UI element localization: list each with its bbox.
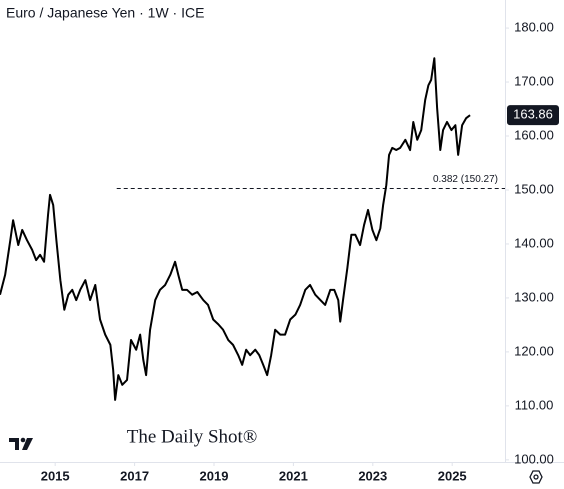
y-tick-label: 160.00: [514, 127, 554, 142]
x-tick-label: 2023: [358, 468, 387, 483]
x-tick-label: 2019: [200, 468, 229, 483]
x-tick-label: 2017: [120, 468, 149, 483]
y-tick-label: 130.00: [514, 289, 554, 304]
price-label: 163.86: [513, 107, 553, 122]
y-tick-label: 140.00: [514, 235, 554, 250]
y-tick-label: 110.00: [515, 397, 554, 412]
y-tick-label: 170.00: [514, 73, 554, 88]
chart-title: Euro / Japanese Yen · 1W · ICE: [6, 5, 204, 21]
y-tick-label: 120.00: [514, 343, 554, 358]
y-tick-label: 100.00: [514, 451, 554, 466]
price-label-box: [507, 105, 559, 126]
level-label: 0.382 (150.27): [433, 174, 498, 185]
settings-icon[interactable]: [529, 470, 543, 484]
x-tick-label: 2021: [279, 468, 308, 483]
y-tick-label: 180.00: [514, 20, 554, 35]
y-tick-label: 150.00: [514, 181, 554, 196]
logo: [9, 437, 33, 450]
line-series: [0, 57, 471, 401]
x-tick-label: 2015: [41, 468, 70, 483]
watermark: The Daily Shot®: [127, 426, 258, 447]
x-tick-label: 2025: [438, 468, 467, 483]
